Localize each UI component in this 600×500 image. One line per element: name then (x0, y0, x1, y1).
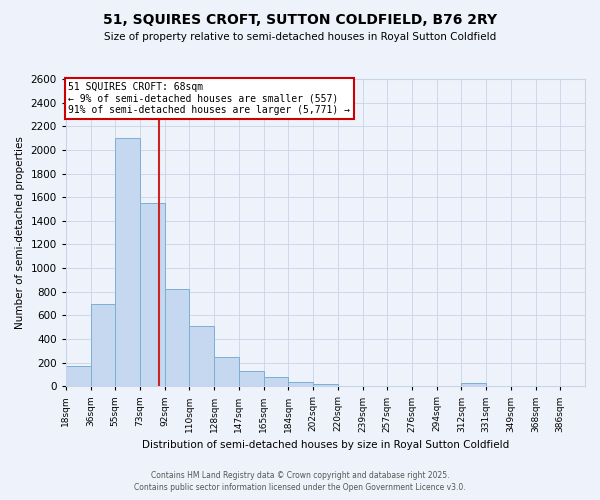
X-axis label: Distribution of semi-detached houses by size in Royal Sutton Coldfield: Distribution of semi-detached houses by … (142, 440, 509, 450)
Bar (190, 326, 214, 386)
Bar (140, 203, 165, 386)
Y-axis label: Number of semi-detached properties: Number of semi-detached properties (15, 136, 25, 329)
Bar (66, 366, 91, 386)
Text: Size of property relative to semi-detached houses in Royal Sutton Coldfield: Size of property relative to semi-detach… (104, 32, 496, 42)
Bar (263, 378, 289, 386)
Bar (214, 356, 239, 386)
Bar (91, 304, 115, 386)
Bar (461, 382, 486, 386)
Bar (289, 382, 313, 386)
Bar (165, 290, 190, 386)
Bar (115, 138, 140, 386)
Text: 51 SQUIRES CROFT: 68sqm
← 9% of semi-detached houses are smaller (557)
91% of se: 51 SQUIRES CROFT: 68sqm ← 9% of semi-det… (68, 82, 350, 116)
Bar (239, 371, 263, 386)
Text: Contains HM Land Registry data © Crown copyright and database right 2025.: Contains HM Land Registry data © Crown c… (151, 471, 449, 480)
Text: 51, SQUIRES CROFT, SUTTON COLDFIELD, B76 2RY: 51, SQUIRES CROFT, SUTTON COLDFIELD, B76… (103, 12, 497, 26)
Text: Contains public sector information licensed under the Open Government Licence v3: Contains public sector information licen… (134, 484, 466, 492)
Bar (313, 384, 338, 386)
